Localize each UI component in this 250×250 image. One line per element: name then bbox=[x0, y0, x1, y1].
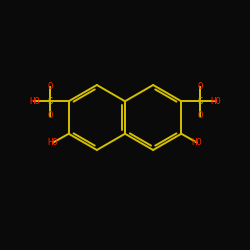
Text: HO: HO bbox=[48, 138, 58, 147]
Text: HO: HO bbox=[192, 138, 202, 147]
Text: S: S bbox=[197, 97, 203, 106]
Text: S: S bbox=[47, 97, 53, 106]
Text: O: O bbox=[47, 82, 53, 91]
Text: O: O bbox=[197, 82, 203, 91]
Text: HO: HO bbox=[29, 97, 40, 106]
Text: HO: HO bbox=[210, 97, 221, 106]
Text: O: O bbox=[47, 111, 53, 120]
Text: O: O bbox=[197, 111, 203, 120]
